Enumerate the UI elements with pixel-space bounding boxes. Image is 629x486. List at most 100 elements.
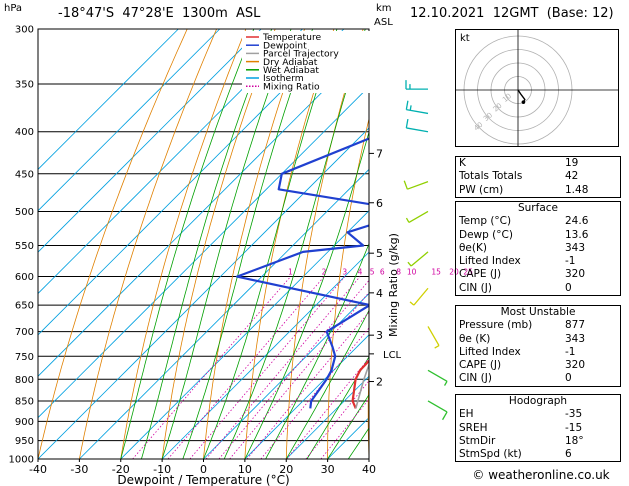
wind-barb-flag — [405, 118, 409, 129]
pressure-tick-label: 750 — [15, 352, 34, 363]
isotherm-line — [38, 29, 179, 170]
wet-adiabat-line — [182, 29, 313, 459]
wind-barb-staff — [406, 127, 429, 133]
date-title: 12.10.2021 12GMT (Base: 12) — [410, 6, 614, 21]
x-axis-label: Dewpoint / Temperature (°C) — [117, 473, 289, 486]
pressure-tick-label: 650 — [15, 301, 34, 312]
mu-pressure-value: 877 — [565, 319, 586, 332]
wet-adiabat-line — [285, 309, 369, 459]
mixing-ratio-label: 25 — [463, 268, 473, 277]
mixing-ratio-line — [286, 357, 369, 459]
x-tick-label: 10 — [238, 463, 252, 476]
surface-temp-label: Temp (°C) — [459, 215, 512, 228]
dry-adiabat-line — [327, 117, 369, 459]
wind-barb-half-flag — [407, 261, 412, 267]
mixing-ratio-line — [260, 327, 369, 459]
dry-adiabat-line — [244, 29, 335, 459]
eh-label: EH — [459, 408, 474, 421]
x-tick-label: -20 — [112, 463, 130, 476]
surface-title: Surface — [517, 202, 558, 214]
chart-grid — [38, 29, 629, 459]
mu-cape-value: 320 — [565, 359, 586, 372]
pressure-tick-label: 1000 — [9, 455, 34, 466]
mu-li-label: Lifted Index — [459, 345, 521, 358]
wind-barb — [427, 400, 448, 421]
pressure-tick-label: 900 — [15, 417, 34, 428]
dry-adiabat-line — [120, 29, 247, 459]
mixing-ratio-axis-label: Mixing Ratio (g/kg) — [387, 233, 400, 337]
pressure-tick-label: 500 — [15, 207, 34, 218]
wind-barb-flag — [441, 411, 448, 421]
x-tick-label: 40 — [362, 463, 376, 476]
wind-barb — [427, 369, 448, 386]
hodograph-ring-label: 30 — [482, 111, 494, 123]
hodograph-ring-label: 10 — [501, 92, 513, 104]
wind-barb-staff — [406, 108, 429, 115]
isotherm-line — [38, 29, 303, 295]
surface-dewp-label: Dewp (°C) — [459, 228, 513, 241]
legend-entry: Mixing Ratio — [263, 81, 320, 92]
isotherm-line — [244, 334, 369, 459]
wind-barb — [407, 251, 429, 267]
surface-li-value: -1 — [565, 255, 576, 268]
km-tick-label: 3 — [376, 329, 383, 342]
pressure-tick-label: 450 — [15, 169, 34, 180]
chart-axes: 3003504004505005506006507007508008509009… — [9, 25, 474, 486]
isotherm-line — [38, 29, 345, 336]
x-tick-label: 20 — [279, 463, 293, 476]
surface-cin-value: 0 — [565, 281, 572, 294]
indices-panel: K 19 Totals Totals 42 PW (cm) 1.48 — [455, 156, 621, 198]
stmdir-label: StmDir — [459, 434, 496, 447]
surface-thetae-value: 343 — [565, 241, 586, 254]
legend-entry: Dry Adiabat — [263, 57, 318, 68]
mixing-ratio-label: 6 — [380, 268, 385, 277]
x-tick-label: 30 — [321, 463, 335, 476]
tt-value: 42 — [565, 170, 579, 183]
pressure-tick-label: 800 — [15, 375, 34, 386]
sreh-label: SREH — [459, 421, 488, 434]
sreh-value: -15 — [565, 421, 583, 434]
hodograph-params-panel: Hodograph EH -35 SREH -15 StmDir 18° StmSpd… — [455, 394, 621, 463]
legend-entry: Wet Adiabat — [263, 65, 319, 76]
mixing-ratio-line — [189, 276, 346, 459]
wind-barb-half-flag — [409, 301, 415, 306]
dry-adiabat-line — [203, 29, 305, 459]
mixing-ratio-line — [229, 291, 369, 459]
mu-title: Most Unstable — [500, 306, 576, 318]
wind-barb-flag — [403, 180, 408, 190]
wind-barb — [403, 180, 429, 190]
wind-barb — [427, 326, 440, 349]
wet-adiabat-line — [265, 242, 369, 459]
mixing-ratio-label: 5 — [370, 268, 375, 277]
wet-adiabat-line — [120, 29, 255, 459]
legend-entry: Parcel Trajectory — [263, 49, 339, 60]
mu-cape-label: CAPE (J) — [459, 359, 502, 372]
mixing-ratio-label: 4 — [358, 268, 363, 277]
hodo-params-title: Hodograph — [508, 395, 568, 407]
tt-label: Totals Totals — [459, 170, 523, 183]
hodograph-storm-motion — [521, 100, 526, 104]
wet-adiabat-line — [203, 29, 338, 459]
mixing-ratio-label: 20 — [449, 268, 459, 277]
surface-dewp-value: 13.6 — [565, 228, 589, 241]
pressure-tick-label: 300 — [15, 25, 34, 36]
isotherm-line — [285, 375, 369, 459]
mixing-ratio-label: 8 — [396, 268, 401, 277]
mu-cin-label: CIN (J) — [459, 372, 492, 385]
mu-pressure-label: Pressure (mb) — [459, 319, 533, 332]
dry-adiabat-line — [367, 358, 369, 459]
pw-label: PW (cm) — [459, 183, 504, 196]
wind-barb — [405, 118, 429, 133]
dry-adiabat-line — [38, 29, 188, 459]
pressure-tick-label: 550 — [15, 241, 34, 252]
eh-value: -35 — [565, 408, 583, 421]
km-tick-label: 7 — [376, 147, 383, 160]
isotherm-line — [203, 292, 369, 459]
isotherm-line — [79, 168, 369, 459]
dry-adiabat-line — [620, 29, 629, 459]
km-tick-label: 4 — [376, 287, 383, 300]
surface-thetae-label: θe(K) — [459, 241, 487, 254]
wind-barb-staff — [410, 251, 429, 267]
